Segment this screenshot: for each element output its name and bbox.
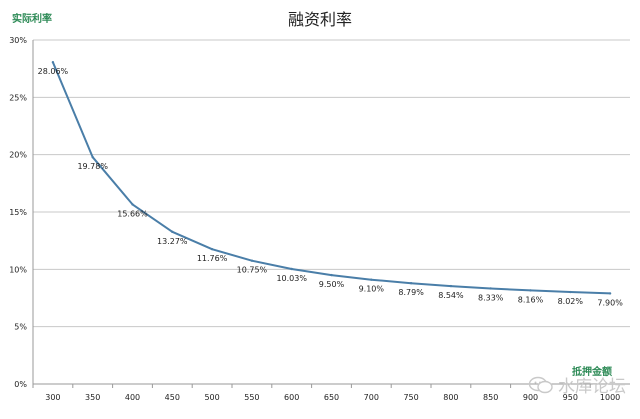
data-label: 8.33% bbox=[478, 293, 504, 302]
chart-title: 融资利率 bbox=[288, 10, 352, 29]
x-tick-label: 600 bbox=[284, 393, 299, 402]
data-label: 8.16% bbox=[518, 295, 544, 304]
data-point bbox=[608, 292, 612, 295]
data-label: 19.78% bbox=[77, 162, 108, 171]
data-point bbox=[91, 155, 94, 159]
data-label: 10.03% bbox=[276, 274, 307, 283]
y-axis-ticks: 0% 5% 10% 15% 20% 25% 30% bbox=[9, 36, 27, 389]
data-point bbox=[489, 287, 492, 290]
x-tick-label: 350 bbox=[85, 393, 100, 402]
data-label: 8.54% bbox=[438, 291, 464, 300]
y-axis-label: 实际利率 bbox=[12, 12, 52, 25]
y-tick-label: 5% bbox=[14, 323, 27, 332]
data-point bbox=[51, 61, 55, 64]
x-axis-ticks: 300 350 400 450 500 550 600 650 700 750 800 850 900 9… bbox=[32, 384, 620, 402]
data-point bbox=[529, 289, 532, 292]
data-point bbox=[210, 247, 214, 251]
data-point bbox=[449, 284, 453, 288]
y-tick-label: 15% bbox=[9, 208, 27, 217]
watermark: 水库论坛 bbox=[528, 372, 626, 397]
x-axis-label: 抵押金额 bbox=[572, 365, 612, 378]
x-tick-label: 300 bbox=[45, 393, 60, 402]
y-tick-label: 25% bbox=[9, 93, 27, 102]
series-group bbox=[51, 61, 612, 295]
x-tick-label: 900 bbox=[523, 393, 538, 402]
data-label: 28.06% bbox=[38, 67, 69, 76]
data-label: 7.90% bbox=[597, 298, 623, 307]
data-label: 9.50% bbox=[319, 280, 345, 289]
y-tick-label: 10% bbox=[9, 265, 27, 274]
data-point bbox=[569, 290, 572, 294]
x-tick-label: 800 bbox=[443, 393, 458, 402]
data-label: 9.10% bbox=[359, 285, 385, 294]
data-point bbox=[131, 203, 134, 206]
data-labels: 28.06% 19.78% 15.66% 13.27% 11.76% 10.75% 10.0… bbox=[38, 67, 624, 307]
x-tick-label: 700 bbox=[364, 393, 379, 402]
data-point bbox=[409, 282, 413, 285]
x-tick-label: 850 bbox=[483, 393, 498, 402]
data-point bbox=[171, 230, 174, 234]
data-point bbox=[250, 259, 254, 262]
data-label: 8.79% bbox=[398, 288, 424, 297]
data-point bbox=[290, 267, 293, 271]
data-label: 10.75% bbox=[237, 266, 268, 275]
data-label: 11.76% bbox=[197, 254, 228, 263]
y-tick-label: 20% bbox=[9, 151, 27, 160]
x-tick-label: 450 bbox=[165, 393, 180, 402]
x-tick-label: 550 bbox=[244, 393, 259, 402]
x-tick-label: 950 bbox=[563, 393, 578, 402]
x-tick-label: 500 bbox=[204, 393, 219, 402]
data-label: 13.27% bbox=[157, 237, 188, 246]
data-label: 15.66% bbox=[117, 209, 148, 218]
x-tick-label: 750 bbox=[403, 393, 418, 402]
wechat-icon bbox=[528, 376, 553, 393]
gridlines bbox=[32, 39, 630, 385]
watermark-text: 水库论坛 bbox=[558, 377, 626, 397]
data-point bbox=[370, 278, 373, 281]
y-tick-label: 30% bbox=[9, 36, 27, 45]
y-tick-label: 0% bbox=[14, 380, 27, 389]
data-label: 8.02% bbox=[558, 297, 584, 306]
x-tick-label: 650 bbox=[324, 393, 339, 402]
data-point bbox=[330, 273, 333, 277]
x-tick-label: 400 bbox=[125, 393, 140, 402]
x-tick-label: 1000 bbox=[600, 393, 620, 402]
